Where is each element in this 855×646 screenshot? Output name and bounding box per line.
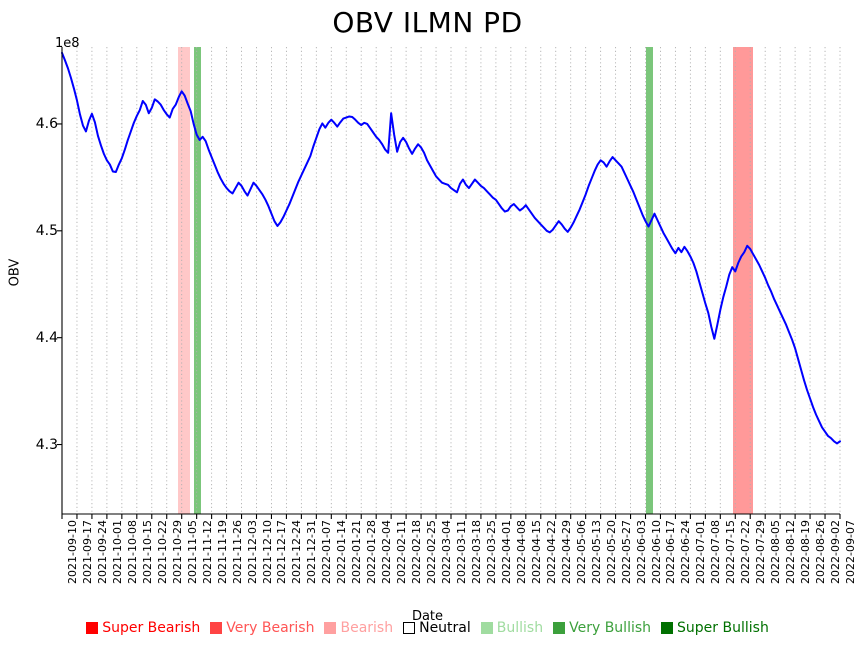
x-tick-label: 2022-02-18: [410, 520, 424, 584]
legend-label: Neutral: [419, 620, 471, 636]
highlight-band-very-bearish: [733, 47, 753, 514]
x-tick-label: 2022-03-11: [455, 520, 468, 584]
legend-item-very-bearish[interactable]: Very Bearish: [210, 620, 314, 636]
legend-item-super-bearish[interactable]: Super Bearish: [86, 620, 200, 636]
x-tick-label: 2021-09-24: [95, 520, 109, 584]
x-tick-label: 2022-09-07: [844, 520, 855, 584]
legend-label: Bullish: [496, 620, 544, 636]
x-tick-label: 2022-05-27: [619, 520, 633, 584]
x-tick-label: 2021-11-26: [230, 520, 244, 584]
x-tick-label: 2022-06-24: [679, 520, 693, 584]
x-tick-label: 2022-02-11: [395, 520, 409, 584]
x-tick-label: 2022-04-22: [544, 520, 558, 584]
y-tick-label: 4.5: [35, 222, 58, 239]
legend-label: Super Bullish: [677, 620, 769, 636]
y-axis-ticks: 4.3 4.4 4.5 4.6: [0, 0, 58, 646]
legend-item-bearish[interactable]: Bearish: [324, 620, 393, 636]
x-tick-label: 2022-02-25: [425, 520, 439, 584]
x-tick-label: 2022-06-03: [634, 520, 648, 584]
legend-item-bullish[interactable]: Bullish: [480, 620, 544, 636]
x-tick-label: 2021-10-01: [110, 520, 124, 584]
obv-line-series: [61, 51, 841, 445]
x-tick-label: 2022-05-13: [589, 520, 603, 584]
x-tick-label: 2022-04-01: [499, 520, 513, 584]
legend-swatch-icon: [210, 622, 223, 634]
chart-legend: Super Bearish Very Bearish Bearish Neutral B…: [0, 620, 855, 636]
x-tick-label: 2022-03-18: [469, 520, 483, 584]
x-tick-label: 2021-11-05: [185, 520, 199, 584]
x-tick-label: 2021-10-22: [155, 520, 169, 584]
x-tick-label: 2022-08-19: [799, 520, 813, 584]
legend-label: Bearish: [340, 620, 394, 636]
legend-label: Super Bearish: [102, 620, 201, 636]
x-tick-label: 2021-12-24: [290, 520, 304, 584]
x-tick-label: 2021-10-29: [170, 520, 184, 584]
legend-label: Very Bullish: [569, 620, 652, 636]
x-tick-label: 2022-06-10: [649, 520, 663, 584]
x-tick-label: 2021-09-17: [80, 520, 94, 584]
x-tick-label: 2021-12-03: [245, 520, 259, 584]
x-tick-label: 2022-07-29: [754, 520, 768, 584]
legend-label: Very Bearish: [226, 620, 315, 636]
x-axis-ticks: 2021-09-10 2021-09-17 2021-09-24 2021-10-01…: [0, 520, 855, 610]
legend-swatch-icon: [480, 622, 493, 634]
legend-swatch-icon: [553, 622, 566, 634]
legend-swatch-icon: [403, 622, 416, 634]
highlight-band-very-bullish: [646, 47, 653, 514]
x-tick-label: 2021-12-31: [305, 520, 319, 584]
x-tick-label: 2022-08-05: [769, 520, 783, 584]
x-tick-label: 2022-06-17: [664, 520, 678, 584]
x-tick-label: 2022-08-26: [814, 520, 828, 584]
x-tick-label: 2022-05-06: [574, 520, 588, 584]
x-tick-label: 2021-11-12: [200, 520, 214, 584]
x-tick-label: 2022-03-25: [484, 520, 498, 584]
x-tick-label: 2022-05-20: [604, 520, 618, 584]
y-tick-label: 4.4: [35, 329, 58, 346]
legend-swatch-icon: [324, 622, 337, 634]
x-tick-label: 2022-07-15: [724, 520, 738, 584]
x-tick-label: 2022-09-02: [829, 520, 843, 584]
x-tick-label: 2021-12-17: [275, 520, 289, 584]
x-tick-label: 2022-01-21: [350, 520, 364, 584]
highlight-band-bearish: [178, 47, 190, 514]
highlight-band-very-bullish: [194, 47, 201, 514]
x-tick-label: 2022-04-15: [529, 520, 543, 584]
x-tick-label: 2021-11-19: [215, 520, 229, 584]
legend-swatch-icon: [661, 622, 674, 634]
x-tick-label: 2022-01-28: [365, 520, 379, 584]
x-tick-label: 2022-07-08: [709, 520, 723, 584]
legend-item-super-bullish[interactable]: Super Bullish: [661, 620, 769, 636]
legend-swatch-icon: [86, 622, 99, 634]
x-tick-label: 2022-03-04: [440, 520, 454, 584]
y-tick-label: 4.6: [35, 115, 58, 132]
x-tick-label: 2022-01-07: [320, 520, 334, 584]
x-tick-label: 2022-04-08: [514, 520, 528, 584]
plot-area: [57, 47, 841, 519]
x-tick-label: 2021-10-08: [125, 520, 139, 584]
x-tick-label: 2022-08-12: [784, 520, 798, 584]
x-tick-label: 2022-01-14: [335, 520, 349, 584]
x-tick-label: 2021-12-10: [260, 520, 274, 584]
plot-background: [62, 47, 840, 514]
highlight-bands: [178, 47, 753, 514]
y-tick-label: 4.3: [35, 436, 58, 453]
x-axis-label: Date: [411, 609, 444, 624]
x-tick-label: 2022-04-29: [559, 520, 573, 584]
legend-item-very-bullish[interactable]: Very Bullish: [553, 620, 651, 636]
page-title: OBV ILMN PD: [332, 6, 523, 39]
legend-item-neutral[interactable]: Neutral: [403, 620, 471, 636]
chart-canvas: [57, 47, 841, 519]
x-tick-label: 2022-07-01: [694, 520, 708, 584]
x-tick-label: 2022-07-22: [739, 520, 753, 584]
x-tick-label: 2022-02-04: [380, 520, 394, 584]
x-tick-label: 2021-10-15: [140, 520, 154, 584]
x-tick-label: 2021-09-10: [66, 520, 79, 584]
